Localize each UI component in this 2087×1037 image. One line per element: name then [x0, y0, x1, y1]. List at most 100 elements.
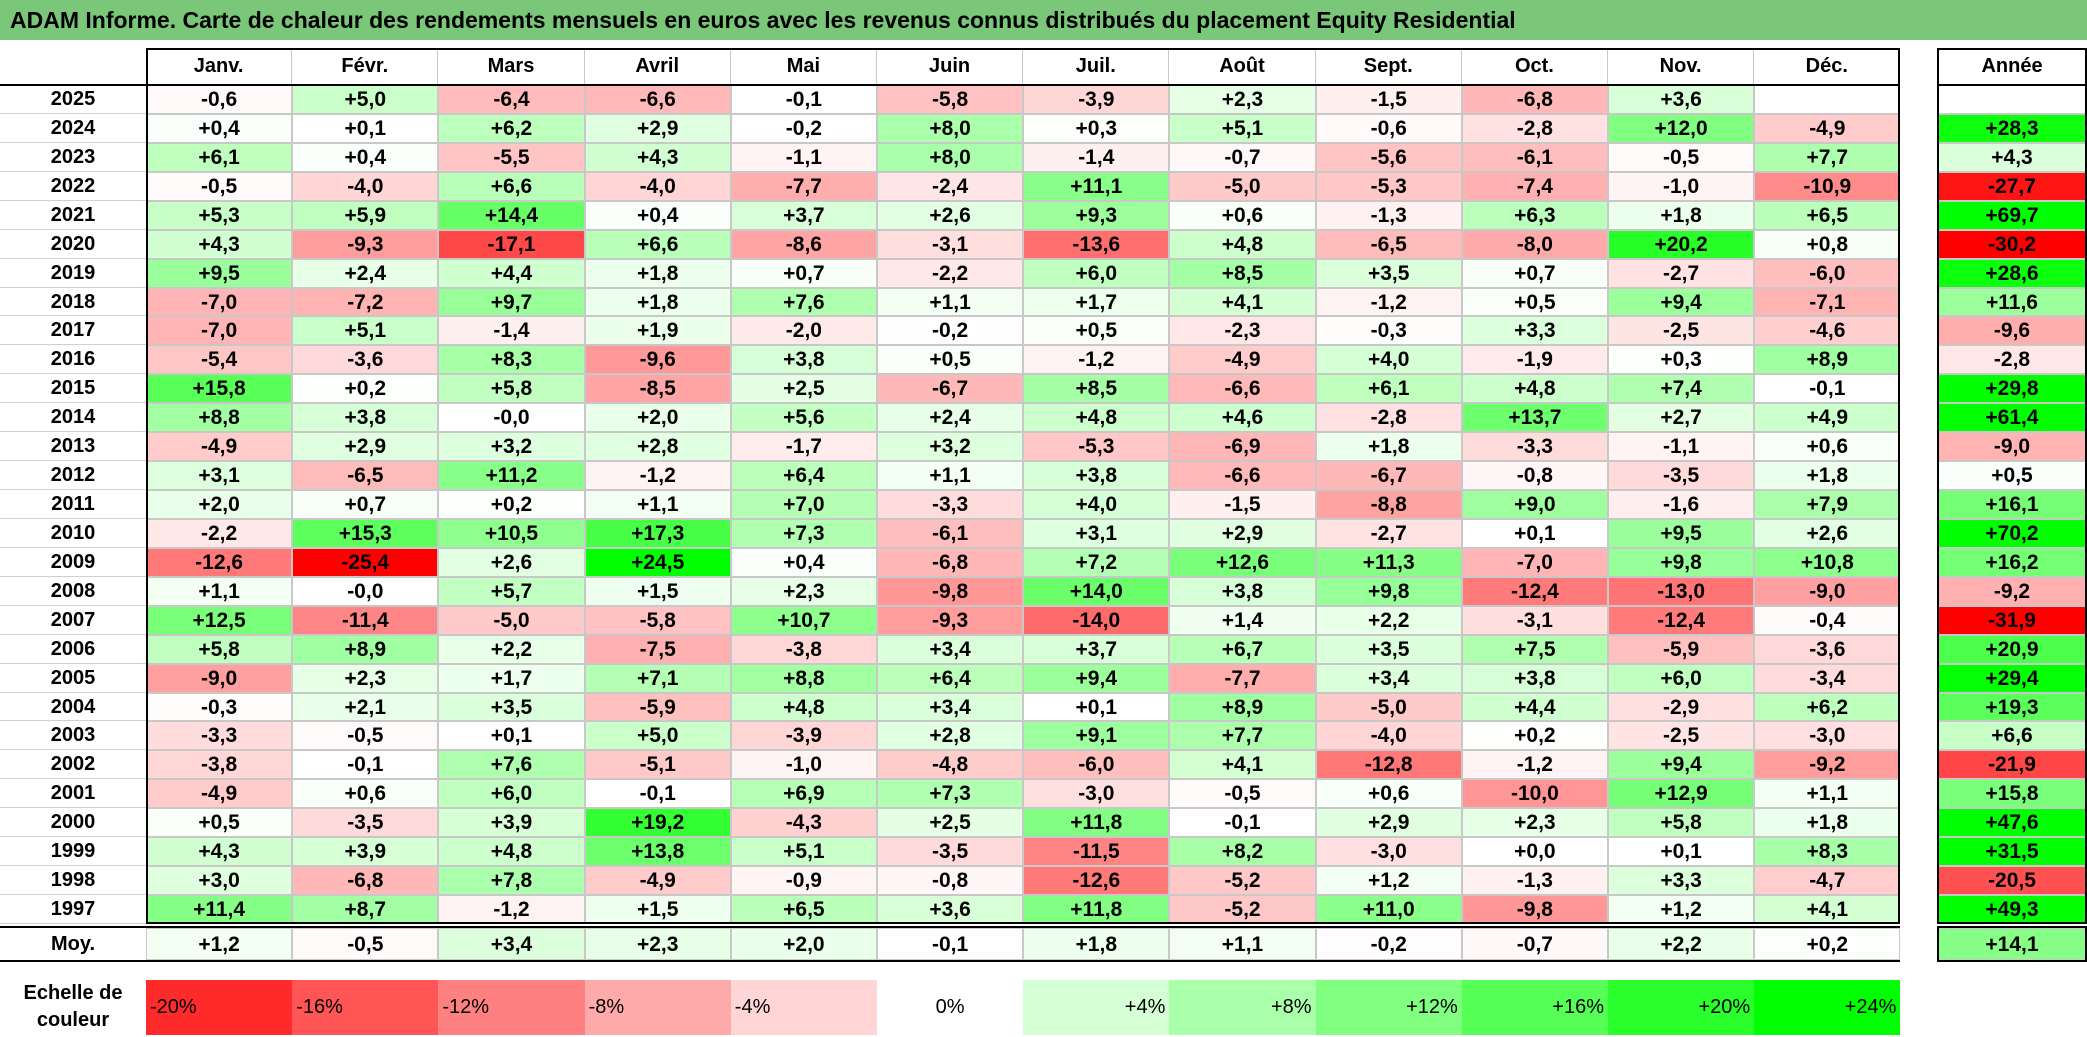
heatmap-cell: -0,5 [1169, 779, 1316, 809]
annual-cell: +4,3 [1937, 142, 2087, 172]
legend-swatch: +4% [1023, 980, 1170, 1035]
heatmap-cell: +5,6 [730, 403, 877, 433]
average-top-rule [0, 925, 1901, 928]
heatmap-cell: +11,3 [1315, 547, 1462, 577]
heatmap-cell: -4,9 [1754, 113, 1901, 143]
heatmap-cell: -5,2 [1169, 895, 1316, 924]
heatmap-cell: +3,7 [730, 200, 877, 230]
heatmap-cell: -5,0 [438, 605, 585, 635]
heatmap-cell: -0,0 [292, 576, 439, 606]
average-cell: +0,2 [1754, 927, 1901, 960]
heatmap-cell: +6,5 [1754, 200, 1901, 230]
heatmap-cell: +8,9 [292, 634, 439, 664]
heatmap-cell: +3,6 [1608, 85, 1755, 114]
heatmap-cell: +15,8 [146, 374, 293, 404]
annual-header-rule [1937, 84, 2087, 86]
annual-cell: -31,9 [1937, 605, 2087, 635]
annual-column-header: Année [1981, 55, 2043, 77]
legend-label-line-1: Echelle de [23, 982, 123, 1004]
header-rule [0, 84, 1901, 86]
heatmap-cell: +3,8 [292, 403, 439, 433]
heatmap-cell: +8,5 [1169, 258, 1316, 288]
heatmap-cell: +10,5 [438, 518, 585, 548]
legend-label-line-2: couleur [36, 1009, 110, 1031]
row-year-label: 2024 [0, 114, 146, 143]
heatmap-cell: +3,7 [1023, 634, 1170, 664]
annual-cell: +11,6 [1937, 287, 2087, 317]
heatmap-cell: -1,4 [1023, 142, 1170, 172]
heatmap-cell: +0,7 [292, 490, 439, 519]
legend-swatch: +24% [1754, 980, 1901, 1035]
annual-cell: -21,9 [1937, 750, 2087, 780]
heatmap-cell: +4,9 [1754, 403, 1901, 433]
heatmap-cell: +9,8 [1315, 576, 1462, 606]
heatmap-cell: +3,1 [146, 461, 293, 490]
heatmap-cell: +7,4 [1608, 374, 1755, 404]
row-year-label: 2016 [0, 345, 146, 375]
heatmap-cell: -25,4 [292, 547, 439, 577]
heatmap-cell: -3,6 [292, 345, 439, 375]
average-cell: +1,1 [1169, 927, 1316, 960]
heatmap-cell: +0,5 [1461, 287, 1608, 317]
heatmap-cell: +4,8 [1023, 403, 1170, 433]
heatmap-cell: +4,8 [1461, 374, 1608, 404]
row-year-label: 2007 [0, 606, 146, 635]
heatmap-cell: +9,4 [1023, 663, 1170, 693]
heatmap-cell: -4,0 [584, 171, 731, 201]
heatmap-cell: -0,1 [1754, 374, 1901, 404]
annual-cell: -9,2 [1937, 576, 2087, 606]
heatmap-cell: +0,4 [146, 113, 293, 143]
heatmap-cell: +1,1 [1754, 779, 1901, 809]
heatmap-cell: +2,4 [877, 403, 1024, 433]
heatmap-cell: +6,6 [438, 171, 585, 201]
heatmap-cell: +6,3 [1461, 200, 1608, 230]
heatmap-cell: +4,6 [1169, 403, 1316, 433]
heatmap-cell: -11,4 [292, 605, 439, 635]
heatmap-cell: -12,4 [1608, 605, 1755, 635]
heatmap-cell: +0,4 [292, 142, 439, 172]
heatmap-cell: -1,5 [1315, 85, 1462, 114]
heatmap-cell: -0,0 [438, 403, 585, 433]
heatmap-cell: +5,8 [146, 634, 293, 664]
heatmap-cell: +0,3 [1608, 345, 1755, 375]
row-year-label: 2008 [0, 577, 146, 606]
heatmap-cell: +2,8 [877, 721, 1024, 751]
heatmap-cell: +4,8 [438, 837, 585, 867]
heatmap-cell: +1,8 [584, 258, 731, 288]
heatmap-cell: -3,1 [1461, 605, 1608, 635]
heatmap-cell: -4,9 [1169, 345, 1316, 375]
heatmap-cell: +6,0 [1608, 663, 1755, 693]
heatmap-cell: +3,5 [438, 692, 585, 722]
heatmap-cell: +6,0 [1023, 258, 1170, 288]
heatmap-cell: -6,6 [1169, 374, 1316, 404]
heatmap-cell: +9,5 [146, 258, 293, 288]
average-cell: +1,8 [1023, 927, 1170, 960]
heatmap-cell: -5,1 [584, 750, 731, 780]
heatmap-cell: -3,0 [1754, 721, 1901, 751]
heatmap-cell: -0,5 [1608, 142, 1755, 172]
heatmap-cell: +12,5 [146, 605, 293, 635]
column-header: Févr. [292, 48, 439, 85]
heatmap-cell: +3,8 [730, 345, 877, 375]
heatmap-cell: -10,0 [1461, 779, 1608, 809]
heatmap-cell: -0,1 [1169, 808, 1316, 838]
heatmap-cell: +2,9 [1169, 518, 1316, 548]
heatmap-cell: -7,5 [584, 634, 731, 664]
column-header: Avril [585, 48, 731, 85]
heatmap-cell: +11,8 [1023, 895, 1170, 924]
row-year-label: 2005 [0, 664, 146, 693]
heatmap-cell: -7,7 [1169, 663, 1316, 693]
row-year-label: 2021 [0, 201, 146, 230]
heatmap-cell: +2,0 [146, 490, 293, 519]
heatmap-cell: -3,4 [1754, 663, 1901, 693]
legend-swatch: +16% [1461, 980, 1608, 1035]
heatmap-cell: -3,8 [730, 634, 877, 664]
heatmap-cell: -1,2 [1315, 287, 1462, 317]
average-cell: +2,2 [1608, 927, 1755, 960]
heatmap-cell: +3,5 [1315, 258, 1462, 288]
heatmap-cell: +3,1 [1023, 518, 1170, 548]
heatmap-cell: +1,8 [1754, 808, 1901, 838]
heatmap-cell: +2,4 [292, 258, 439, 288]
annual-cell: -2,8 [1937, 345, 2087, 375]
heatmap-cell: -9,3 [292, 229, 439, 259]
